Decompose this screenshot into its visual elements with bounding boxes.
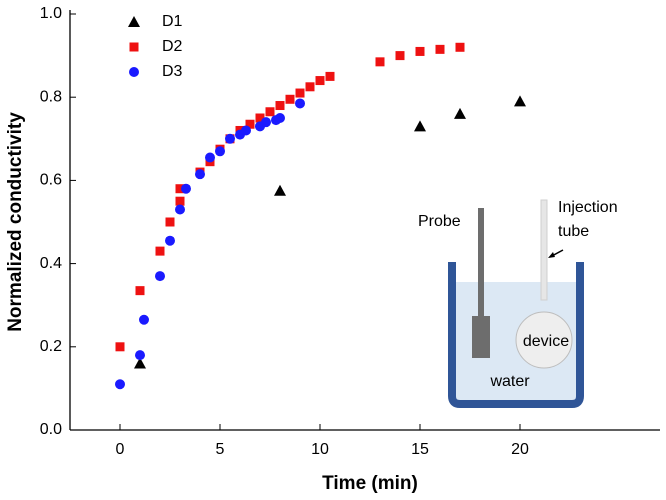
marker — [274, 184, 286, 196]
x-tick-label: 10 — [311, 441, 329, 458]
x-axis-title: Time (min) — [322, 473, 418, 494]
y-tick-label: 1.0 — [40, 5, 62, 22]
marker — [255, 113, 265, 123]
marker — [135, 286, 145, 296]
marker — [305, 82, 315, 92]
legend-label: D2 — [162, 38, 183, 55]
device — [515, 311, 573, 369]
inset-label: water — [489, 373, 530, 390]
y-axis-title: Normalized conductivity — [5, 112, 26, 332]
y-tick-label: 0.2 — [40, 338, 62, 355]
x-tick-label: 5 — [216, 441, 225, 458]
probe-head — [472, 316, 490, 358]
marker — [155, 246, 165, 256]
marker — [455, 42, 465, 52]
marker — [265, 107, 275, 117]
marker — [175, 196, 185, 206]
y-tick-label: 0.0 — [40, 421, 62, 438]
legend-label: D1 — [162, 13, 183, 30]
marker — [454, 107, 466, 119]
marker — [415, 46, 425, 56]
inset-label: Injection — [558, 199, 618, 216]
y-tick-label: 0.4 — [40, 255, 62, 272]
marker — [175, 204, 185, 215]
marker — [395, 51, 405, 61]
marker — [315, 76, 325, 86]
marker — [215, 146, 225, 157]
marker — [195, 169, 205, 180]
legend-marker — [129, 67, 139, 77]
marker — [205, 152, 215, 163]
marker — [165, 235, 175, 246]
marker — [245, 119, 255, 129]
marker — [115, 379, 125, 390]
inset-label: device — [523, 333, 569, 350]
x-tick-label: 15 — [411, 441, 429, 458]
inset-diagram: Probe Injection tube device water — [418, 199, 618, 408]
marker — [295, 98, 305, 109]
marker — [225, 133, 235, 144]
marker — [139, 314, 149, 325]
marker — [325, 71, 335, 81]
legend-label: D3 — [162, 63, 183, 80]
marker — [261, 117, 271, 128]
container — [448, 262, 584, 408]
injection-tube — [540, 199, 548, 301]
marker — [285, 94, 295, 104]
marker — [414, 120, 426, 132]
probe-rod — [478, 208, 484, 318]
marker — [275, 101, 285, 111]
marker — [181, 183, 191, 194]
legend-marker — [129, 42, 139, 52]
marker — [241, 125, 251, 136]
y-tick-label: 0.6 — [40, 172, 62, 189]
x-tick-label: 20 — [511, 441, 529, 458]
marker — [135, 350, 145, 361]
inset-label: Probe — [418, 213, 461, 230]
marker — [165, 217, 175, 227]
marker — [175, 184, 185, 194]
marker — [275, 113, 285, 123]
marker — [115, 342, 125, 352]
marker — [134, 357, 146, 369]
inset-label: tube — [558, 223, 589, 240]
marker — [435, 44, 445, 54]
marker — [155, 271, 165, 282]
marker — [514, 95, 526, 107]
y-tick-label: 0.8 — [40, 88, 62, 105]
legend-marker — [128, 16, 140, 27]
marker — [295, 88, 305, 98]
arrow-head — [548, 252, 555, 258]
marker — [375, 57, 385, 67]
x-tick-label: 0 — [116, 441, 125, 458]
